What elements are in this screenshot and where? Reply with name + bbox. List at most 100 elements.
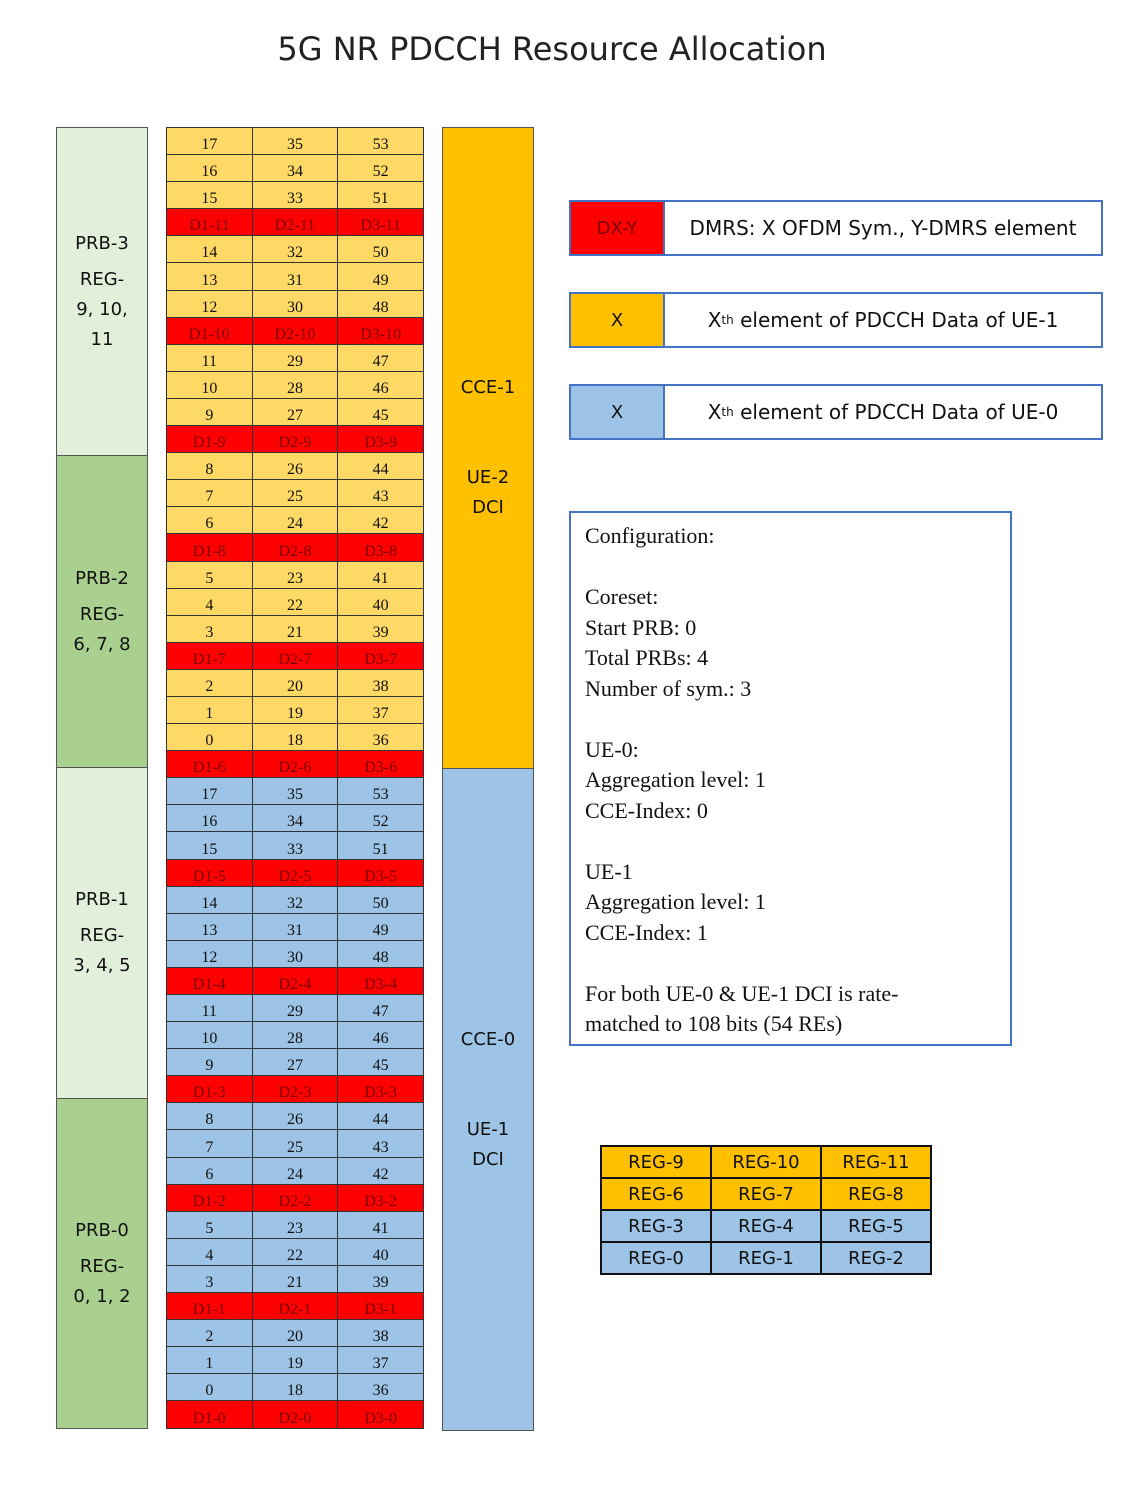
ue1-data-cell: 23 bbox=[251, 560, 339, 589]
ue0-data-cell: 4 bbox=[166, 1237, 253, 1266]
ue0-data-cell: 5 bbox=[166, 1210, 253, 1239]
reg-cell: REG-8 bbox=[820, 1177, 932, 1211]
ue0-data-cell: 7 bbox=[166, 1129, 253, 1158]
ue1-data-cell: 33 bbox=[251, 181, 339, 210]
ue1-data-cell: 25 bbox=[251, 479, 339, 508]
ue0-data-cell: 26 bbox=[251, 1102, 339, 1131]
ue1-data-cell: 27 bbox=[251, 397, 339, 427]
dmrs-cell: D2-11 bbox=[251, 208, 339, 237]
ue1-data-cell: 14 bbox=[166, 235, 253, 264]
ue0-data-cell: 47 bbox=[337, 994, 425, 1023]
ue0-data-cell: 30 bbox=[251, 939, 339, 968]
ue0-data-cell: 53 bbox=[337, 777, 425, 806]
data-row: 6 24 42 bbox=[166, 506, 425, 535]
config-line: UE-1 bbox=[585, 858, 633, 884]
ue1-data-cell: 0 bbox=[166, 723, 253, 752]
ue0-data-cell: 49 bbox=[337, 912, 425, 941]
prb-label: PRB-2 bbox=[75, 567, 129, 589]
config-line: CCE-Index: 1 bbox=[585, 919, 708, 945]
ue1-data-cell: 44 bbox=[337, 452, 425, 481]
config-line bbox=[585, 704, 996, 735]
ue1-data-cell: 50 bbox=[337, 235, 425, 264]
ue0-data-cell: 15 bbox=[166, 831, 253, 860]
ue1-data-cell: 2 bbox=[166, 668, 253, 697]
ue1-data-cell: 35 bbox=[251, 127, 339, 156]
ue0-data-cell: 19 bbox=[251, 1346, 339, 1375]
legend-swatch-ue0: X bbox=[571, 386, 665, 438]
ue0-data-cell: 38 bbox=[337, 1319, 425, 1348]
ue0-data-cell: 6 bbox=[166, 1156, 253, 1185]
data-row: 16 34 52 bbox=[166, 804, 425, 833]
ue0-data-cell: 45 bbox=[337, 1048, 425, 1077]
dmrs-cell: D2-8 bbox=[251, 533, 339, 562]
data-row: 8 26 44 bbox=[166, 1102, 425, 1131]
data-row: 1 19 37 bbox=[166, 695, 425, 725]
ue0-data-cell: 9 bbox=[166, 1048, 253, 1077]
config-line: Number of sym.: 3 bbox=[585, 675, 752, 701]
ue1-data-cell: 13 bbox=[166, 262, 253, 291]
cce-ue-label: UE-2 bbox=[466, 467, 510, 488]
config-line: Aggregation level: 1 bbox=[585, 889, 766, 914]
data-row: 5 23 41 bbox=[166, 1210, 425, 1239]
ue0-data-cell: 35 bbox=[251, 777, 339, 806]
ue0-data-cell: 33 bbox=[251, 831, 339, 860]
ue0-data-cell: 10 bbox=[166, 1021, 253, 1050]
dmrs-cell: D3-0 bbox=[337, 1400, 425, 1429]
data-row: 0 18 36 bbox=[166, 723, 425, 752]
config-line: Total PRBs: 4 bbox=[585, 645, 709, 670]
config-line bbox=[585, 552, 996, 583]
dmrs-cell: D2-5 bbox=[251, 858, 339, 887]
legend-text-dmrs: DMRS: X OFDM Sym., Y-DMRS element bbox=[665, 202, 1101, 254]
ue1-data-cell: 22 bbox=[251, 587, 339, 616]
ue0-data-cell: 2 bbox=[166, 1319, 253, 1348]
config-line: CCE-Index: 0 bbox=[585, 797, 708, 823]
ue1-data-cell: 40 bbox=[337, 587, 425, 616]
ue0-data-cell: 1 bbox=[166, 1346, 253, 1375]
cce-dci-label: DCI bbox=[472, 497, 504, 518]
ue1-data-cell: 29 bbox=[251, 343, 339, 372]
ue1-data-cell: 41 bbox=[337, 560, 425, 589]
ue1-data-cell: 3 bbox=[166, 614, 253, 643]
ue1-data-cell: 47 bbox=[337, 343, 425, 372]
data-row: 11 29 47 bbox=[166, 994, 425, 1023]
ue1-data-cell: 15 bbox=[166, 181, 253, 210]
ue1-data-cell: 43 bbox=[337, 479, 425, 508]
reg-cell: REG-11 bbox=[820, 1145, 932, 1179]
ue1-data-cell: 4 bbox=[166, 587, 253, 616]
data-row: 0 18 36 bbox=[166, 1373, 425, 1402]
reg-cell: REG-0 bbox=[600, 1241, 712, 1275]
dmrs-cell: D2-3 bbox=[251, 1075, 339, 1104]
prb-block-0: PRB-0 REG- 0, 1, 2 bbox=[56, 1098, 148, 1429]
legend-swatch-ue1: X bbox=[571, 294, 665, 346]
data-row: 3 21 39 bbox=[166, 614, 425, 643]
ue1-data-cell: 20 bbox=[251, 668, 339, 697]
reg-table-row: REG-9 REG-10 REG-11 bbox=[600, 1145, 932, 1179]
ue1-data-cell: 37 bbox=[337, 695, 425, 725]
ue0-data-cell: 36 bbox=[337, 1373, 425, 1402]
dmrs-cell: D1-8 bbox=[166, 533, 253, 562]
dmrs-cell: D1-6 bbox=[166, 750, 253, 779]
ue1-data-cell: 11 bbox=[166, 343, 253, 372]
ue0-data-cell: 21 bbox=[251, 1264, 339, 1294]
reg-cell: REG-1 bbox=[710, 1241, 822, 1275]
ue0-data-cell: 27 bbox=[251, 1048, 339, 1077]
ue0-data-cell: 52 bbox=[337, 804, 425, 833]
reg-cell: REG-5 bbox=[820, 1209, 932, 1243]
dmrs-cell: D2-4 bbox=[251, 966, 339, 995]
ue0-data-cell: 14 bbox=[166, 885, 253, 914]
ue0-data-cell: 51 bbox=[337, 831, 425, 860]
ue0-data-cell: 12 bbox=[166, 939, 253, 968]
reg-cell: REG-4 bbox=[710, 1209, 822, 1243]
ue1-data-cell: 46 bbox=[337, 370, 425, 399]
ue1-data-cell: 19 bbox=[251, 695, 339, 725]
dmrs-row: D1-5 D2-5 D3-5 bbox=[166, 858, 425, 887]
ue1-data-cell: 1 bbox=[166, 695, 253, 725]
data-row: 6 24 42 bbox=[166, 1156, 425, 1185]
legend-swatch-dmrs: DX-Y bbox=[571, 202, 665, 254]
ue0-data-cell: 22 bbox=[251, 1237, 339, 1266]
dmrs-cell: D3-7 bbox=[337, 641, 425, 670]
reg-table: REG-9 REG-10 REG-11 REG-6 REG-7 REG-8 REG-3 REG… bbox=[600, 1145, 932, 1275]
prb-reg-list: REG- 3, 4, 5 bbox=[73, 925, 131, 976]
